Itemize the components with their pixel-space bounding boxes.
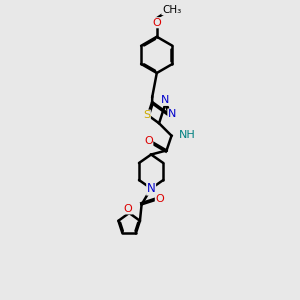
Text: O: O	[124, 204, 132, 214]
Text: O: O	[155, 194, 164, 204]
Text: N: N	[147, 182, 155, 195]
Text: CH₃: CH₃	[162, 4, 181, 15]
Text: N: N	[161, 95, 169, 105]
Text: O: O	[144, 136, 153, 146]
Text: O: O	[152, 18, 161, 28]
Text: N: N	[168, 109, 176, 119]
Text: S: S	[143, 110, 150, 120]
Text: NH: NH	[179, 130, 196, 140]
